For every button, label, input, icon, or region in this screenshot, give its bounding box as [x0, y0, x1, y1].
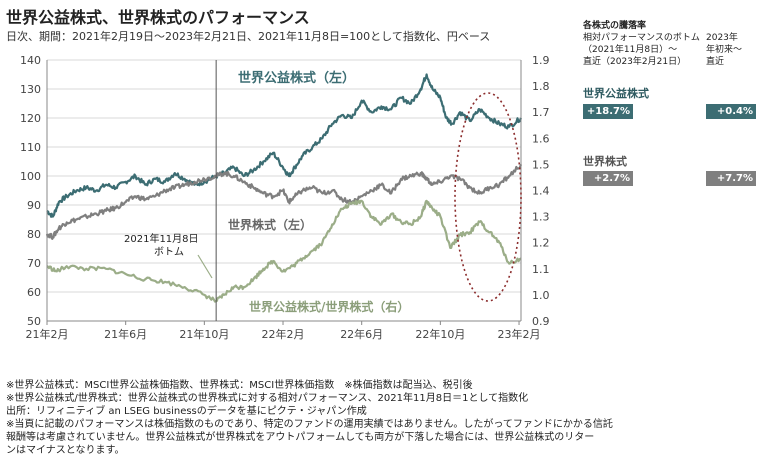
side-header-line: （2021年11月8日）～	[583, 45, 678, 55]
side-header-col2: 2023年 年初来～ 直近	[706, 32, 742, 68]
y-right-tick-label: 1.5	[532, 158, 550, 171]
y-left-tick-label: 80	[27, 228, 41, 241]
annotation-text-line1: 2021年11月8日	[124, 232, 199, 245]
y-left-tick-label: 140	[20, 54, 41, 67]
side-header-line: 相対パフォーマンスのボトム	[583, 33, 700, 43]
y-right-tick-label: 1.3	[532, 211, 550, 224]
badge-utility-ytd: +0.4%	[706, 104, 756, 119]
x-tick-label: 21年6月	[104, 327, 147, 341]
y-right-tick-label: 1.2	[532, 237, 550, 250]
y-right-tick-label: 1.0	[532, 289, 550, 302]
y-left-tick-label: 110	[20, 141, 41, 154]
y-left-tick-label: 60	[27, 286, 41, 299]
y-right-tick-label: 1.8	[532, 80, 550, 93]
side-header-line: 直近	[706, 57, 725, 67]
annotation-arrow	[197, 254, 213, 279]
footnote-4: ※当頁に記載のパフォーマンスは株価指数のものであり、特定のファンドの運用実績では…	[6, 419, 613, 430]
axes: 50 60 70 80 90 100 110 120 130 140 0.9 1.0 1.1 1.2 1.3…	[20, 54, 550, 341]
series-line-0	[46, 73, 523, 218]
y-right-tick-label: 0.9	[532, 315, 550, 328]
footnote-2: ※世界公益株式/世界株式：世界公益株式の世界株式に対する相対パフォーマンス、20…	[6, 393, 529, 404]
x-tick-label: 22年2月	[262, 327, 305, 341]
grid-lines	[47, 59, 521, 322]
x-tick-label: 21年10月	[179, 327, 229, 341]
series-label-world: 世界株式（左）	[228, 217, 312, 232]
page-title: 世界公益株式、世界株式のパフォーマンス	[6, 8, 310, 27]
x-tick-label: 22年6月	[340, 327, 383, 341]
series-line-1	[45, 164, 523, 240]
y-left-tick-label: 120	[20, 112, 41, 125]
badge-world-ytd: +7.7%	[706, 171, 756, 186]
footnote-1: ※世界公益株式：MSCI世界公益株価指数、世界株式：MSCI世界株価指数 ※株価…	[6, 380, 473, 391]
footnote-6: ンはマイナスとなります。	[6, 445, 125, 456]
x-tick-label: 22年10月	[415, 327, 465, 341]
y-left-tick-label: 50	[27, 315, 41, 328]
chart-subtitle: 日次、期間：2021年2月19日～2023年2月21日、2021年11月8日=1…	[6, 30, 491, 43]
side-header-line: 2023年	[706, 33, 738, 43]
side-header-line: 各株式の騰落率	[583, 21, 647, 31]
side-header-line: 直近（2023年2月21日）	[583, 57, 687, 67]
y-right-tick-label: 1.9	[532, 54, 550, 67]
footnote-3: 出所：リフィニティブ an LSEG businessのデータを基にピクテ・ジャ…	[6, 406, 367, 417]
y-right-tick-label: 1.4	[532, 185, 550, 198]
x-tick-label: 21年2月	[26, 327, 69, 341]
x-tick-label: 23年2月	[498, 327, 541, 341]
side-header-line: 年初来～	[706, 45, 743, 55]
y-left-tick-label: 90	[27, 199, 41, 212]
y-right-tick-label: 1.6	[532, 132, 550, 145]
highlight-ellipse	[454, 92, 522, 302]
badge-world-bottom: +2.7%	[583, 171, 633, 186]
annotation-text-line2: ボトム	[154, 246, 184, 258]
footnote-5: 報酬等は考慮されていません。世界公益株式が世界株式をアウトパフォームしても両方が…	[6, 432, 595, 443]
y-left-tick-label: 130	[20, 83, 41, 96]
y-left-tick-label: 70	[27, 257, 41, 270]
section-label-world: 世界株式	[583, 155, 627, 168]
badge-utility-bottom: +18.7%	[583, 104, 633, 119]
y-right-tick-label: 1.7	[532, 106, 550, 119]
section-label-utility: 世界公益株式	[583, 87, 649, 100]
y-left-tick-label: 100	[20, 170, 41, 183]
side-header-col1: 各株式の騰落率 相対パフォーマンスのボトム （2021年11月8日）～ 直近（2…	[583, 20, 700, 68]
series-line-2	[46, 199, 522, 303]
series-label-utility: 世界公益株式（左）	[238, 70, 355, 86]
y-right-tick-label: 1.1	[532, 263, 550, 276]
series-label-relative: 世界公益株式/世界株式（右）	[249, 299, 409, 314]
series-lines	[45, 73, 523, 303]
